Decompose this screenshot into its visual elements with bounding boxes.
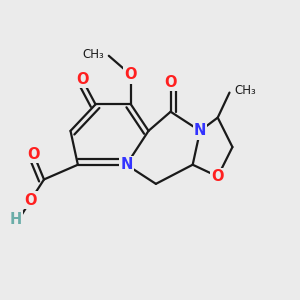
Text: O: O: [124, 68, 137, 82]
Text: CH₃: CH₃: [234, 84, 256, 97]
Text: N: N: [120, 157, 133, 172]
Text: O: O: [76, 72, 88, 87]
Text: O: O: [27, 147, 40, 162]
Text: O: O: [212, 169, 224, 184]
Text: N: N: [194, 123, 206, 138]
Text: O: O: [25, 193, 37, 208]
Text: H: H: [10, 212, 22, 227]
Text: O: O: [164, 75, 177, 90]
Text: CH₃: CH₃: [82, 48, 104, 61]
